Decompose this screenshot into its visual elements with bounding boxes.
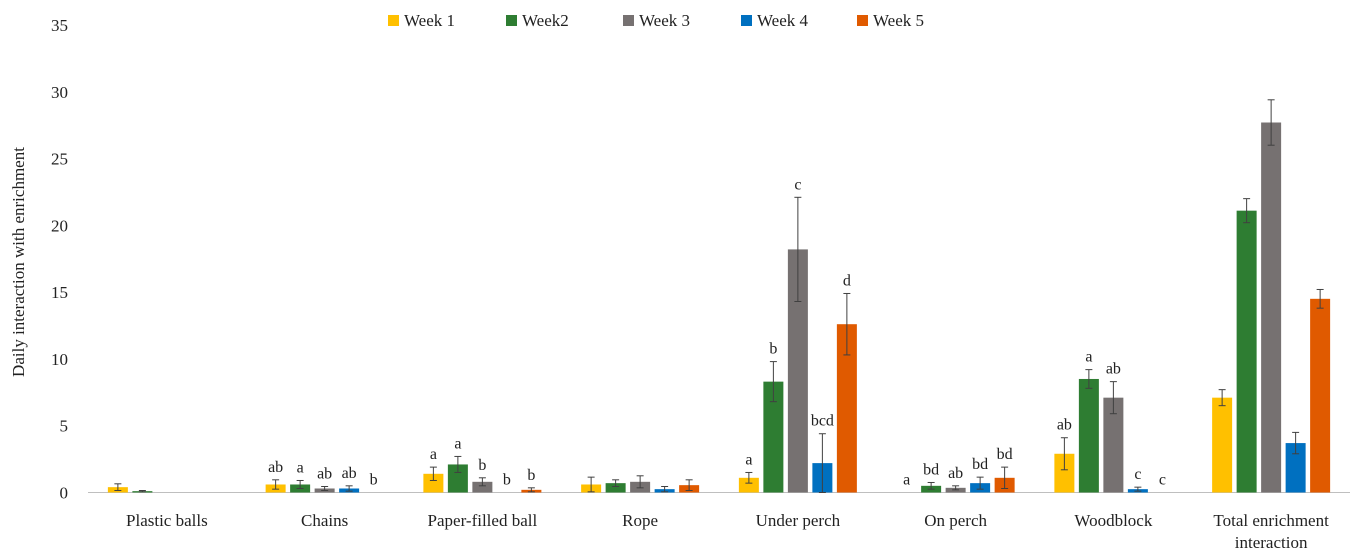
legend-swatch (388, 15, 399, 26)
y-tick-label: 25 (51, 150, 68, 169)
significance-label: ab (1106, 361, 1121, 378)
significance-label: c (1159, 472, 1166, 489)
category-label: Chains (301, 511, 348, 530)
significance-label: d (843, 272, 851, 289)
category-label: Plastic balls (126, 511, 208, 530)
category-label: Under perch (756, 511, 841, 530)
y-tick-label: 30 (51, 83, 68, 102)
bar (1236, 210, 1257, 493)
bar (605, 483, 626, 493)
significance-label: b (370, 472, 378, 489)
significance-label: ab (268, 459, 283, 476)
legend-swatch (506, 15, 517, 26)
y-axis-label: Daily interaction with enrichment (9, 147, 28, 377)
legend-label: Week 3 (639, 11, 690, 30)
bar (1285, 443, 1306, 493)
significance-label: a (903, 472, 910, 489)
legend-label: Week 5 (873, 11, 924, 30)
category-label: Total enrichment interaction (1213, 511, 1329, 552)
significance-label: bd (972, 456, 988, 473)
significance-label: a (745, 451, 752, 468)
significance-label: bcd (811, 413, 834, 430)
y-axis-ticks: 0 5 10 15 20 25 30 35 (51, 16, 68, 503)
legend-swatch (623, 15, 634, 26)
y-tick-label: 20 (51, 216, 68, 235)
bar (1103, 397, 1124, 493)
y-tick-label: 5 (60, 417, 69, 436)
legend-swatch (857, 15, 868, 26)
y-tick-label: 0 (60, 484, 69, 503)
legend-label: Week2 (522, 11, 569, 30)
significance-label: bd (923, 461, 939, 478)
significance-label: b (503, 472, 511, 489)
bar (763, 381, 784, 493)
significance-label: a (454, 435, 461, 452)
significance-label: b (478, 457, 486, 474)
category-label: Paper-filled ball (428, 511, 538, 530)
legend-label: Week 4 (757, 11, 809, 30)
significance-label: ab (948, 465, 963, 482)
significance-label: bd (997, 446, 1013, 463)
bar (472, 481, 493, 493)
significance-label: c (1134, 466, 1141, 483)
y-tick-label: 10 (51, 350, 68, 369)
legend-label: Week 1 (404, 11, 455, 30)
x-axis-categories: Plastic balls Chains Paper-filled ball Rope… (126, 511, 1329, 552)
significance-label: b (769, 341, 777, 358)
category-label: Rope (622, 511, 658, 530)
category-label: On perch (924, 511, 987, 530)
significance-label: a (1085, 349, 1092, 366)
bar (1261, 122, 1282, 493)
significance-label: b (527, 467, 535, 484)
y-tick-label: 35 (51, 16, 68, 35)
bar (787, 249, 808, 493)
bar (423, 473, 444, 493)
significance-label: ab (342, 465, 357, 482)
bar (836, 324, 857, 493)
significance-label: ab (317, 465, 332, 482)
y-tick-label: 15 (51, 283, 68, 302)
category-label: Woodblock (1074, 511, 1152, 530)
significance-label: a (297, 459, 304, 476)
significance-label: c (794, 176, 801, 193)
significance-label: ab (1057, 417, 1072, 434)
bar (1078, 378, 1099, 493)
bar (1310, 298, 1331, 493)
legend: Week 1 Week2 Week 3 Week 4 Week 5 (388, 11, 924, 30)
significance-label: a (430, 446, 437, 463)
bar (1054, 453, 1075, 493)
bar (1212, 397, 1233, 493)
bar (738, 477, 759, 493)
legend-swatch (741, 15, 752, 26)
bar (447, 464, 468, 493)
